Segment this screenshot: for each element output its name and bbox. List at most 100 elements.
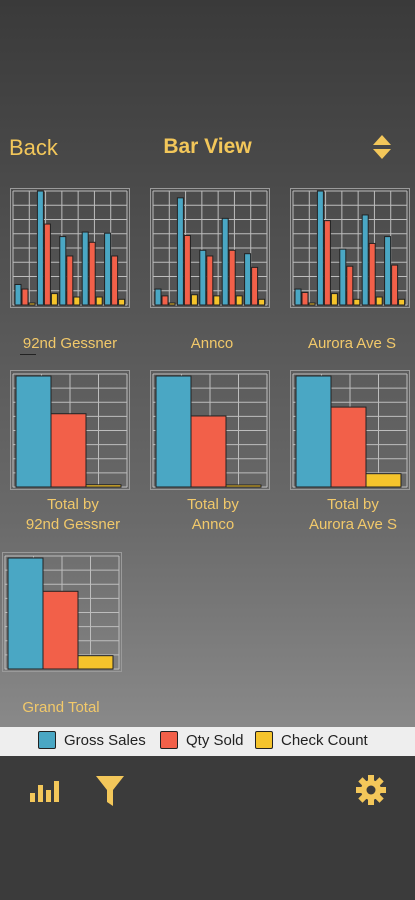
bar-gross-sales bbox=[316, 190, 324, 306]
legend-label: Check Count bbox=[281, 731, 368, 749]
bar-gross-sales bbox=[154, 288, 162, 306]
bar-check-count bbox=[225, 484, 262, 488]
bar-qty-sold bbox=[111, 255, 119, 306]
bar-check-count bbox=[330, 293, 338, 306]
bar-check-count bbox=[365, 473, 402, 488]
back-button[interactable]: Back bbox=[9, 135, 58, 160]
bar-gross-sales bbox=[36, 190, 44, 306]
total-chart-label: Total by Aurora Ave S bbox=[288, 495, 415, 535]
bar-qty-sold bbox=[251, 266, 259, 306]
page-title: Bar View bbox=[163, 135, 252, 158]
bar-gross-sales bbox=[104, 232, 112, 306]
bar-check-count bbox=[118, 298, 126, 306]
bar-gross-sales bbox=[199, 249, 207, 306]
bar-gross-sales bbox=[14, 283, 22, 306]
bar-gross-sales bbox=[295, 375, 332, 488]
legend-item-check-count: Check Count bbox=[255, 731, 368, 749]
bar-qty-sold bbox=[161, 295, 169, 306]
bar-check-count bbox=[85, 484, 122, 488]
total-chart-graphic bbox=[10, 370, 130, 490]
bar-gross-sales bbox=[361, 214, 369, 306]
bar-qty-sold bbox=[43, 223, 51, 306]
bar-qty-sold bbox=[50, 413, 87, 488]
total-chart-label: Total by Annco bbox=[148, 495, 278, 535]
total-label-line1: Total by bbox=[187, 496, 239, 513]
bar-gross-sales bbox=[221, 217, 229, 306]
bar-gross-sales bbox=[59, 236, 67, 306]
bar-qty-sold bbox=[301, 291, 309, 306]
total-label-line2: 92nd Gessner bbox=[25, 516, 121, 533]
total-label-line2: Annco bbox=[191, 516, 235, 533]
bar-gross-sales bbox=[244, 253, 252, 306]
bar-check-count bbox=[398, 298, 406, 306]
total-chart-label: Total by 92nd Gessner bbox=[8, 495, 138, 535]
filter-icon[interactable] bbox=[95, 774, 125, 810]
bar-qty-sold bbox=[391, 264, 399, 306]
legend-item-qty-sold: Qty Sold bbox=[160, 731, 244, 749]
store-chart-graphic bbox=[10, 188, 130, 308]
bar-check-count bbox=[353, 298, 361, 306]
bar-gross-sales bbox=[176, 197, 184, 306]
legend-swatch bbox=[255, 731, 273, 749]
bar-check-count bbox=[235, 295, 243, 306]
bar-gross-sales bbox=[81, 231, 89, 306]
bar-qty-sold bbox=[323, 220, 331, 306]
bar-gross-sales bbox=[339, 248, 347, 306]
gear-icon[interactable] bbox=[355, 774, 387, 806]
chart-frame bbox=[150, 188, 270, 308]
bar-qty-sold bbox=[66, 255, 74, 306]
bar-qty-sold bbox=[346, 265, 354, 306]
bar-qty-sold bbox=[42, 590, 79, 670]
store-chart-graphic bbox=[290, 188, 410, 308]
bar-qty-sold bbox=[206, 255, 214, 306]
store-chart-graphic bbox=[150, 188, 270, 308]
legend-swatch bbox=[160, 731, 178, 749]
legend: Gross Sales Qty Sold Check Count bbox=[0, 727, 415, 756]
bar-check-count bbox=[73, 296, 81, 306]
total-chart-graphic bbox=[290, 370, 410, 490]
chart-frame bbox=[290, 370, 410, 490]
bar-qty-sold bbox=[228, 249, 236, 306]
navigation-bar: Back Bar View bbox=[0, 115, 415, 180]
underline-divider bbox=[20, 354, 36, 355]
bar-check-count bbox=[375, 296, 383, 306]
total-label-line1: Total by bbox=[47, 496, 99, 513]
store-chart-label: Aurora Ave S bbox=[307, 335, 397, 352]
bar-gross-sales bbox=[294, 288, 302, 306]
legend-label: Qty Sold bbox=[186, 731, 244, 749]
chart-frame bbox=[290, 188, 410, 308]
bar-gross-sales bbox=[7, 557, 44, 670]
bar-chart-icon[interactable] bbox=[28, 774, 62, 808]
bar-gross-sales bbox=[384, 236, 392, 306]
bar-check-count bbox=[28, 302, 36, 306]
grand-total-chart-graphic bbox=[2, 552, 122, 672]
total-label-line2: Aurora Ave S bbox=[308, 516, 398, 533]
legend-item-gross-sales: Gross Sales bbox=[38, 731, 146, 749]
bar-check-count bbox=[50, 293, 58, 306]
chart-frame bbox=[2, 552, 122, 672]
store-chart-label: 92nd Gessner bbox=[22, 335, 118, 352]
total-label-line1: Total by bbox=[327, 496, 379, 513]
chart-frame bbox=[150, 370, 270, 490]
bar-check-count bbox=[258, 298, 266, 306]
bar-gross-sales bbox=[15, 375, 52, 488]
sort-up-down-icon[interactable] bbox=[372, 133, 392, 161]
total-chart-graphic bbox=[150, 370, 270, 490]
bar-check-count bbox=[95, 296, 103, 306]
bar-check-count bbox=[168, 302, 176, 306]
bar-qty-sold bbox=[21, 288, 29, 306]
bar-qty-sold bbox=[368, 242, 376, 306]
chart-frame bbox=[10, 188, 130, 308]
grand-total-label: Grand Total bbox=[22, 699, 100, 716]
bar-qty-sold bbox=[190, 415, 227, 488]
bar-check-count bbox=[77, 655, 114, 670]
legend-swatch bbox=[38, 731, 56, 749]
bottom-toolbar bbox=[0, 756, 415, 900]
bar-check-count bbox=[213, 295, 221, 306]
bar-qty-sold bbox=[183, 234, 191, 306]
bar-qty-sold bbox=[88, 241, 96, 306]
bar-check-count bbox=[308, 302, 316, 306]
bar-gross-sales bbox=[155, 375, 192, 488]
bar-qty-sold bbox=[330, 406, 367, 488]
bar-check-count bbox=[190, 294, 198, 306]
